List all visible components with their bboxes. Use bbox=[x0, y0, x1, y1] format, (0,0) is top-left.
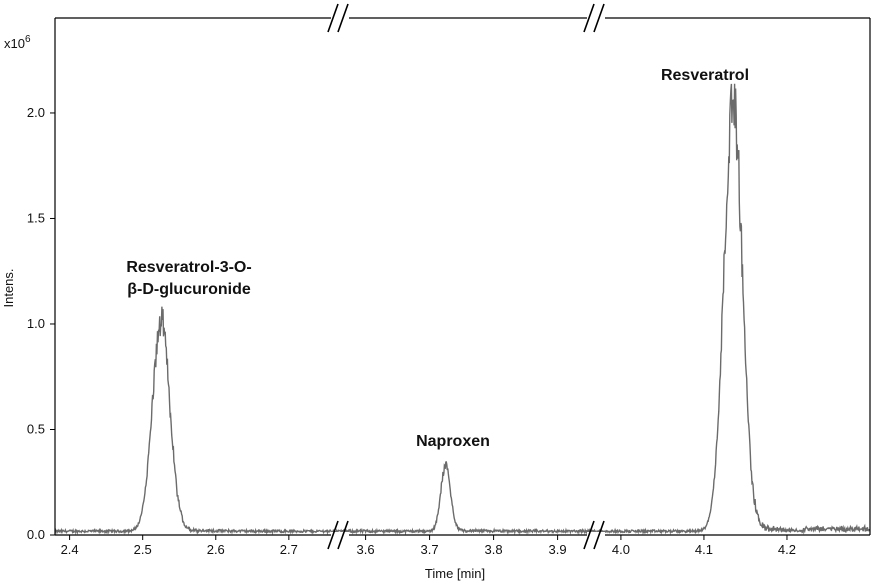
peak-label: Naproxen bbox=[416, 433, 490, 450]
break-slash bbox=[327, 3, 339, 33]
peak-label: Resveratrol bbox=[661, 67, 749, 84]
y-axis-title: Intens. bbox=[1, 268, 16, 307]
axis-breaks bbox=[327, 3, 605, 550]
y-multiplier-label: x106 bbox=[4, 34, 31, 51]
x-tick-label: 2.5 bbox=[134, 542, 152, 557]
plot-frame bbox=[54, 17, 871, 536]
x-tick-label: 3.6 bbox=[357, 542, 375, 557]
peak-labels: Resveratrol-3-O-β-D-glucuronide Naproxen R… bbox=[126, 67, 749, 450]
x-tick-label: 4.0 bbox=[612, 542, 630, 557]
x-tick-label: 4.1 bbox=[695, 542, 713, 557]
x-tick-label: 2.4 bbox=[61, 542, 79, 557]
break-slash bbox=[337, 520, 349, 550]
y-tick-label: 0.0 bbox=[27, 527, 45, 542]
x-tick-label: 2.7 bbox=[280, 542, 298, 557]
break-gap-2-top bbox=[587, 15, 605, 21]
peak-label: Resveratrol-3-O-β-D-glucuronide bbox=[126, 259, 251, 298]
y-tick-label: 1.0 bbox=[27, 316, 45, 331]
break-slash bbox=[593, 520, 605, 550]
break-gap-1-bottom bbox=[331, 532, 349, 538]
y-tick-label: 2.0 bbox=[27, 105, 45, 120]
x-tick-label: 3.7 bbox=[421, 542, 439, 557]
break-slash bbox=[583, 3, 595, 33]
break-slash bbox=[337, 3, 349, 33]
x-tick-label: 2.6 bbox=[207, 542, 225, 557]
x-tick-label: 3.9 bbox=[549, 542, 567, 557]
y-multiplier-base: x10 bbox=[4, 36, 25, 51]
series-trace-segment-2 bbox=[339, 461, 597, 536]
peak-label-line: β-D-glucuronide bbox=[127, 281, 251, 298]
x-axis-title: Time [min] bbox=[425, 566, 485, 581]
x-axis: 2.4 2.5 2.6 2.7 3.6 3.7 3.8 3.9 4.0 4.1 4.2 bbox=[61, 535, 796, 557]
peak-label-line: Resveratrol bbox=[661, 67, 749, 84]
y-axis: 0.0 0.5 1.0 1.5 2.0 bbox=[27, 105, 55, 542]
peak-label-line: Resveratrol-3-O- bbox=[126, 259, 251, 276]
x-tick-label: 4.2 bbox=[778, 542, 796, 557]
break-slash bbox=[583, 520, 595, 550]
series-trace-segment-3 bbox=[595, 83, 871, 535]
y-tick-label: 1.5 bbox=[27, 210, 45, 225]
series-trace-segment-1 bbox=[54, 306, 341, 536]
break-slash bbox=[327, 520, 339, 550]
x-tick-label: 3.8 bbox=[485, 542, 503, 557]
break-gap-1-top bbox=[331, 15, 349, 21]
y-multiplier-exponent: 6 bbox=[25, 34, 31, 45]
peak-label-line: Naproxen bbox=[416, 433, 490, 450]
break-slash bbox=[593, 3, 605, 33]
y-tick-label: 0.5 bbox=[27, 421, 45, 436]
break-gap-2-bottom bbox=[587, 532, 605, 538]
series-layer bbox=[54, 83, 871, 536]
